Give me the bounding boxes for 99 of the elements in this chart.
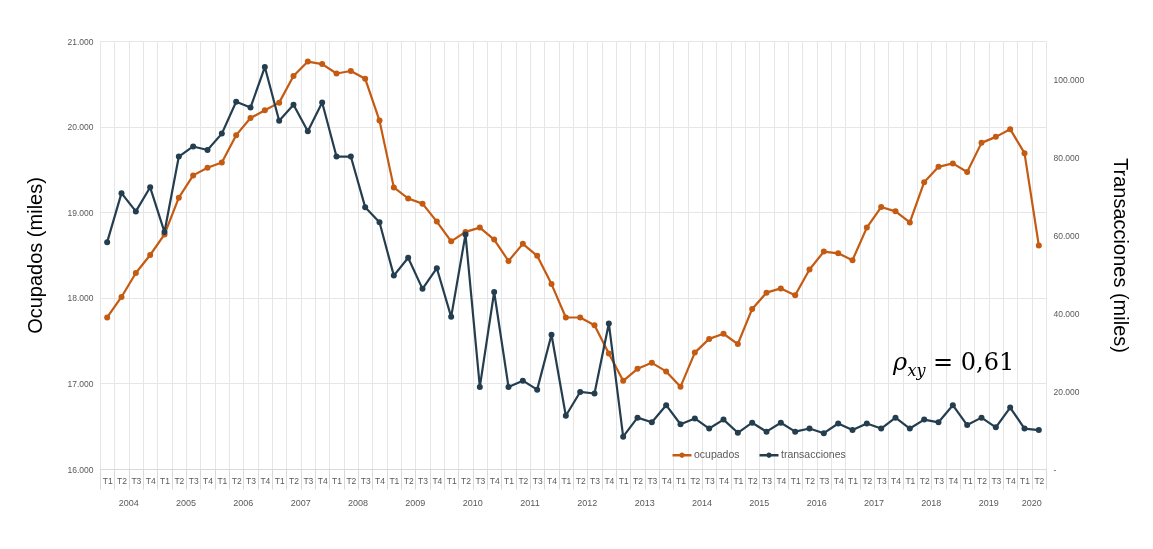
- text: 2018: [921, 498, 942, 508]
- x-tick-label: T3: [532, 475, 543, 486]
- x-tick-label: T3: [991, 475, 1002, 486]
- x-tick-label: T3: [131, 475, 142, 486]
- x-tick-label: T2: [862, 475, 873, 486]
- x-tick-label: T3: [934, 475, 945, 486]
- y-axis-title: Ocupados (miles): [23, 177, 46, 334]
- x-tick-label: T1: [561, 475, 572, 486]
- x-tick-label: T3: [590, 475, 601, 486]
- x-tick-label: T1: [160, 475, 171, 486]
- y-tick-label: 17.000: [67, 378, 94, 389]
- text: 2014: [691, 498, 713, 508]
- x-tick-label: T3: [819, 475, 830, 486]
- y2-tick-label: 80.000: [1053, 153, 1080, 164]
- x-tick-label: T2: [174, 475, 185, 486]
- x-tick-label: T4: [891, 475, 902, 486]
- x-tick-label: T3: [418, 475, 429, 486]
- x-tick-label: T4: [375, 475, 386, 486]
- text: 2006: [233, 498, 254, 508]
- x-tick-label: T4: [145, 475, 156, 486]
- x-tick-label: T2: [289, 475, 300, 486]
- x-tick-label: T3: [704, 475, 715, 486]
- x-tick-label: T1: [618, 475, 629, 486]
- x-tick-label: T1: [790, 475, 801, 486]
- x-tick-label: T2: [1034, 475, 1045, 486]
- x-tick-label: T1: [446, 475, 457, 486]
- x-tick-label: T2: [231, 475, 242, 486]
- x-tick-label: T1: [504, 475, 515, 486]
- x-tick-label: T1: [676, 475, 687, 486]
- x-tick-label: T2: [461, 475, 472, 486]
- text: 2013: [634, 498, 655, 508]
- x-tick-label: T1: [905, 475, 916, 486]
- x-tick-label: T1: [962, 475, 973, 486]
- y-tick-label: 18.000: [67, 293, 94, 304]
- y2-tick-label: -: [1053, 464, 1057, 475]
- x-tick-label: T2: [346, 475, 357, 486]
- x-tick-label: T4: [547, 475, 558, 486]
- x-tick-label: T2: [633, 475, 644, 486]
- text: 2011: [520, 498, 540, 508]
- x-tick-label: T1: [1020, 475, 1031, 486]
- text: 2009: [405, 498, 426, 508]
- x-tick-label: T3: [303, 475, 314, 486]
- x-tick-label: T1: [733, 475, 744, 486]
- x-tick-label: T3: [876, 475, 887, 486]
- x-tick-label: T2: [690, 475, 701, 486]
- x-tick-label: T2: [977, 475, 988, 486]
- text: 2004: [118, 498, 139, 508]
- x-tick-label: T4: [948, 475, 959, 486]
- x-tick-label: T3: [762, 475, 773, 486]
- text: 2020: [1021, 498, 1042, 508]
- x-tick-label: T1: [332, 475, 343, 486]
- text: 2005: [175, 498, 197, 508]
- text: 2016: [806, 498, 827, 508]
- y2-axis-title: Transacciones (miles): [1110, 158, 1133, 353]
- y2-tick-label: 20.000: [1053, 386, 1080, 397]
- y-tick-label: 21.000: [67, 36, 94, 47]
- x-tick-label: T2: [518, 475, 529, 486]
- text: 2010: [462, 498, 483, 508]
- x-tick-label: T4: [432, 475, 443, 486]
- x-tick-label: T3: [475, 475, 486, 486]
- x-tick-label: T1: [848, 475, 859, 486]
- y-tick-label: 16.000: [67, 464, 94, 475]
- x-tick-label: T2: [117, 475, 128, 486]
- x-tick-label: T4: [203, 475, 214, 486]
- legend-label: transacciones: [781, 448, 846, 461]
- y-tick-label: 20.000: [67, 122, 94, 133]
- x-tick-label: T2: [919, 475, 930, 486]
- y2-tick-label: 60.000: [1053, 231, 1080, 242]
- x-tick-label: T3: [647, 475, 658, 486]
- x-tick-label: T4: [719, 475, 730, 486]
- x-tick-label: T4: [833, 475, 844, 486]
- y2-tick-label: 100.000: [1053, 75, 1085, 86]
- x-tick-label: T3: [246, 475, 257, 486]
- x-tick-label: T4: [776, 475, 787, 486]
- x-tick-label: T2: [805, 475, 816, 486]
- x-tick-label: T2: [747, 475, 758, 486]
- text: 2015: [749, 498, 770, 508]
- text: 2017: [863, 498, 885, 508]
- x-tick-label: T2: [575, 475, 586, 486]
- legend-label: ocupados: [694, 448, 740, 461]
- x-tick-label: T4: [260, 475, 271, 486]
- x-tick-label: T1: [389, 475, 400, 486]
- x-tick-label: T1: [102, 475, 113, 486]
- x-tick-label: T3: [188, 475, 199, 486]
- x-tick-label: T2: [403, 475, 414, 486]
- x-tick-label: T4: [1005, 475, 1016, 486]
- x-tick-label: T3: [360, 475, 371, 486]
- text: 2007: [290, 498, 311, 508]
- x-tick-label: T4: [604, 475, 615, 486]
- text: 2008: [347, 498, 369, 508]
- y-tick-label: 19.000: [67, 207, 94, 218]
- y2-tick-label: 40.000: [1053, 308, 1080, 319]
- x-tick-label: T4: [661, 475, 672, 486]
- x-tick-label: T1: [217, 475, 228, 486]
- x-tick-label: T1: [274, 475, 285, 486]
- x-tick-label: T4: [489, 475, 500, 486]
- text: 2012: [577, 498, 598, 508]
- x-tick-label: T4: [317, 475, 328, 486]
- text: 2019: [978, 498, 999, 508]
